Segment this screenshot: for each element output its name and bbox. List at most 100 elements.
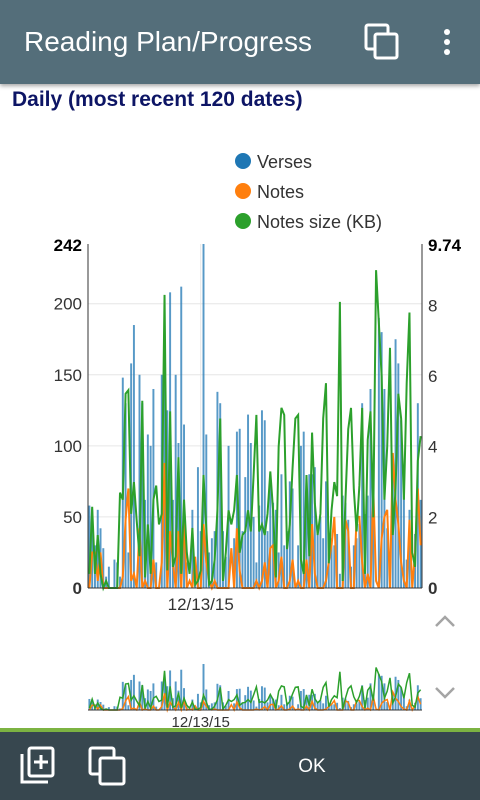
copy-icon[interactable]: [86, 744, 130, 788]
overview-chart[interactable]: 12/13/15: [0, 650, 480, 728]
overview-bar: [174, 681, 177, 710]
notes-line: [88, 452, 422, 591]
verses-bar: [233, 538, 236, 588]
verses-bar: [155, 562, 158, 588]
overview-bar: [260, 686, 263, 710]
chart-lines: [88, 270, 422, 592]
verses-bar: [386, 528, 389, 588]
verses-bar: [152, 388, 155, 588]
chevron-up-icon[interactable]: [430, 606, 460, 636]
overview-bar: [355, 703, 358, 710]
overview-bar: [127, 705, 130, 710]
overview-bar: [291, 696, 294, 710]
chevron-down-icon[interactable]: [430, 678, 460, 708]
left-tick-label: 150: [54, 366, 82, 385]
overview-bar: [233, 703, 236, 710]
overview-bar: [377, 673, 380, 710]
verses-bar: [291, 488, 294, 588]
overview-bar: [397, 679, 400, 710]
verses-bar: [297, 545, 300, 588]
overview-bar: [327, 705, 330, 710]
verses-bar: [338, 573, 341, 588]
overview-bar: [196, 693, 199, 710]
verses-bar: [238, 428, 241, 588]
verses-bar: [366, 495, 369, 588]
overview-bar: [152, 683, 155, 710]
overview-bar: [325, 695, 327, 710]
left-axis-max-label: 242: [54, 236, 82, 255]
overview-bar: [138, 681, 141, 710]
verses-bar: [210, 538, 213, 588]
overview-bar: [113, 706, 116, 710]
overview-bar: [266, 702, 269, 710]
verses-bar: [325, 481, 327, 588]
app-bar: Reading Plan/Progress: [0, 0, 480, 84]
more-vert-icon[interactable]: [432, 22, 462, 62]
overview-bar: [202, 664, 205, 710]
verses-bar: [380, 332, 383, 588]
overview-bar: [302, 689, 305, 710]
overview-bar: [252, 700, 255, 710]
copy-icon[interactable]: [362, 22, 402, 62]
overview-bar: [408, 699, 411, 710]
overview-x-tick-label: 12/13/15: [172, 714, 230, 728]
ok-button[interactable]: OK: [298, 756, 326, 777]
bottom-accent-line: [0, 728, 480, 732]
left-tick-label: 200: [54, 295, 82, 314]
verses-bar: [316, 528, 319, 588]
verses-bar: [266, 531, 269, 588]
overview-bar: [238, 688, 241, 710]
right-tick-label: 6: [428, 367, 437, 386]
verses-bar: [283, 545, 286, 588]
overview-bar: [297, 704, 300, 710]
overview-bar: [330, 703, 333, 710]
verses-bar: [377, 317, 380, 588]
verses-bar: [132, 325, 135, 588]
verses-bar: [88, 505, 91, 588]
legend-label: Verses: [257, 152, 312, 172]
verses-bar: [177, 443, 180, 588]
verses-bar: [319, 516, 322, 588]
verses-bar: [277, 552, 280, 588]
verses-bar: [247, 414, 250, 588]
verses-bar: [355, 538, 358, 588]
overview-bar: [305, 698, 308, 710]
bottom-bar: OK: [0, 732, 480, 800]
overview-bar: [369, 683, 372, 710]
overview-axes: 12/13/15: [88, 709, 422, 728]
section-title: Daily (most recent 120 dates): [12, 88, 303, 111]
legend-marker: [235, 153, 251, 169]
overview-bar: [280, 694, 283, 710]
notes-size-line: [88, 270, 422, 592]
overview-bar: [299, 690, 302, 710]
add-to-collection-icon[interactable]: [18, 744, 58, 788]
chart-axes: 242 200 150 100 50 0 9.74 8 6 4 2 0 12/13/15: [54, 236, 462, 610]
verses-bar: [288, 481, 291, 588]
verses-bar: [372, 505, 375, 588]
overview-bar: [386, 702, 389, 710]
overview-bar: [316, 702, 319, 710]
verses-bar: [138, 374, 141, 588]
legend-marker: [235, 213, 251, 229]
verses-bar: [127, 552, 130, 588]
verses-bar: [119, 576, 121, 588]
verses-bar: [141, 403, 144, 588]
overview-bar: [141, 685, 144, 710]
overview-bar: [149, 690, 152, 710]
legend-marker: [235, 183, 251, 199]
legend-label: Notes size (KB): [257, 212, 382, 232]
overview-bar: [205, 689, 208, 710]
overview-bar: [96, 699, 99, 710]
overview-bar: [338, 708, 341, 710]
verses-bar: [280, 474, 283, 588]
verses-bar: [146, 434, 149, 588]
overview-bar: [241, 702, 244, 710]
overview-bar: [235, 689, 238, 710]
overview-bar: [283, 704, 286, 710]
verses-bar: [358, 524, 361, 588]
x-tick-label: 12/13/15: [168, 595, 234, 610]
verses-bar: [180, 286, 183, 588]
verses-bar: [400, 420, 403, 588]
overview-bar: [336, 702, 339, 710]
